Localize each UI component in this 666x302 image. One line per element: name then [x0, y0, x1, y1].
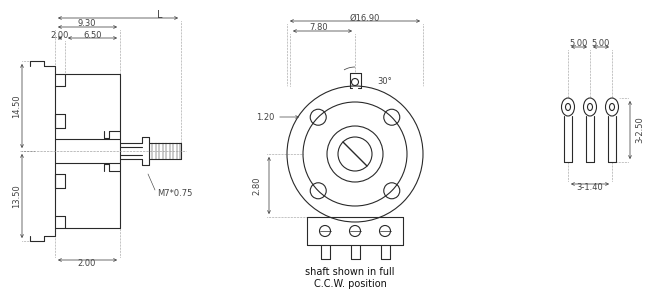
Text: 30°: 30°: [378, 78, 392, 86]
Text: 5.00: 5.00: [592, 40, 610, 49]
Text: 2.80: 2.80: [252, 176, 262, 195]
Text: shaft shown in full: shaft shown in full: [305, 267, 395, 277]
Text: M7*0.75: M7*0.75: [157, 189, 192, 198]
Text: 6.50: 6.50: [83, 31, 102, 40]
Text: 9.30: 9.30: [78, 20, 97, 28]
Text: 7.80: 7.80: [310, 24, 328, 33]
Text: L: L: [157, 10, 163, 20]
Text: 5.00: 5.00: [570, 40, 588, 49]
Text: 1.20: 1.20: [256, 113, 274, 121]
Text: 14.50: 14.50: [13, 94, 21, 118]
Text: 3-1.40: 3-1.40: [577, 182, 603, 191]
Text: 2.00: 2.00: [78, 259, 96, 268]
Text: 3-2.50: 3-2.50: [635, 117, 645, 143]
Text: 13.50: 13.50: [13, 184, 21, 208]
Text: 2.00: 2.00: [51, 31, 69, 40]
Text: C.C.W. position: C.C.W. position: [314, 279, 386, 289]
Text: Ø16.90: Ø16.90: [350, 14, 380, 23]
